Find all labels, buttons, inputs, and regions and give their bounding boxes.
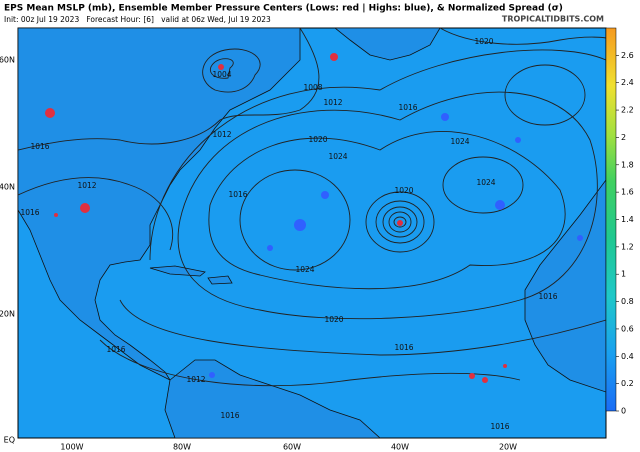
- hispaniola: [207, 275, 233, 285]
- isobar-label: 1004: [212, 70, 231, 79]
- isobar-label: 1016: [398, 103, 417, 112]
- lon-label: 80W: [173, 443, 191, 452]
- north-america: [18, 28, 301, 381]
- isobar-label: 1016: [106, 345, 125, 354]
- colorbar-tick-label: 1.6: [621, 188, 634, 197]
- isobar-label: 1024: [295, 265, 314, 274]
- isobar-label: 1012: [323, 98, 342, 107]
- isobar-label: 1016: [30, 142, 49, 151]
- colorbar-tick-label: 0: [621, 407, 626, 416]
- colorbar-tick-label: 0.6: [621, 324, 634, 333]
- south-america: [164, 359, 381, 438]
- isobar-label: 1016: [538, 292, 557, 301]
- lat-label: EQ: [4, 436, 15, 445]
- isobar-label: 1020: [324, 315, 343, 324]
- lat-label: 20N: [0, 310, 15, 319]
- greenland: [334, 28, 441, 61]
- isobar-label: 1024: [328, 152, 347, 161]
- isobar-label: 1008: [303, 83, 322, 92]
- colorbar-tick-label: 2.4: [621, 78, 634, 87]
- isobar-label: 1016: [20, 208, 39, 217]
- isobar-label: 1016: [220, 411, 239, 420]
- colorbar-tick-label: 1.8: [621, 160, 634, 169]
- cuba: [149, 265, 206, 277]
- colorbar-tick-label: 2.2: [621, 106, 634, 115]
- isobar-label: 1024: [476, 178, 495, 187]
- isobar-label: 1020: [308, 135, 327, 144]
- colorbar: [605, 27, 617, 412]
- isobar-label: 1012: [77, 181, 96, 190]
- colorbar-scale: [605, 27, 617, 412]
- colorbar-tick-label: 0.8: [621, 297, 634, 306]
- lon-label: 20W: [499, 443, 517, 452]
- lat-label: 40N: [0, 183, 15, 192]
- isobars: [18, 28, 606, 387]
- credit: TROPICALTIDBITS.COM: [502, 15, 604, 24]
- colorbar-tick-label: 0.2: [621, 379, 634, 388]
- pressure-centers: [45, 53, 583, 383]
- isobar-label: 1020: [394, 186, 413, 195]
- colorbar-tick-label: 1.4: [621, 215, 634, 224]
- colorbar-tick-label: 2.6: [621, 51, 634, 60]
- isobar-label: 1024: [450, 137, 469, 146]
- lon-label: 100W: [60, 443, 83, 452]
- lat-label: 60N: [0, 56, 15, 65]
- lon-label: 40W: [391, 443, 409, 452]
- isobar-label: 1012: [212, 130, 231, 139]
- isobar-label: 1016: [394, 343, 413, 352]
- isobar-label: 1016: [228, 190, 247, 199]
- colorbar-tick-label: 2: [621, 133, 626, 142]
- isobar-label: 1020: [474, 37, 493, 46]
- isobar-label: 1012: [186, 375, 205, 384]
- title: EPS Mean MSLP (mb), Ensemble Member Pres…: [4, 4, 563, 14]
- africa: [524, 179, 606, 393]
- colorbar-tick-label: 1.2: [621, 242, 634, 251]
- subtitle: Init: 00z Jul 19 2023 Forecast Hour: [6]…: [4, 15, 271, 24]
- isobar-label: 1016: [490, 422, 509, 431]
- colorbar-tick-label: 1: [621, 270, 626, 279]
- colorbar-tick-label: 0.4: [621, 352, 634, 361]
- lon-label: 60W: [283, 443, 301, 452]
